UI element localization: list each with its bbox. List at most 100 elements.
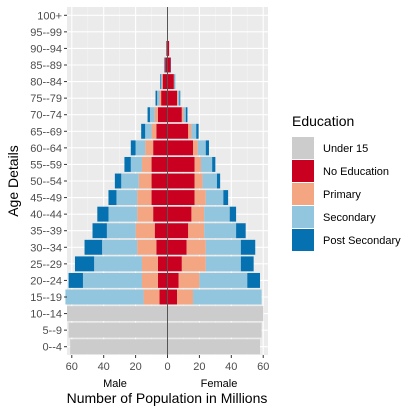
bar-segment xyxy=(151,123,157,139)
bar-segment xyxy=(167,90,178,106)
bar-segment xyxy=(151,156,168,172)
bar-segment xyxy=(108,190,117,206)
bar-segment xyxy=(167,289,178,305)
legend-label: No Education xyxy=(323,166,389,178)
bar-segment xyxy=(205,190,224,206)
y-tick-label: 95--99 xyxy=(30,27,62,39)
bar-segment xyxy=(167,140,194,156)
legend-key xyxy=(292,137,314,159)
bar-segment xyxy=(147,107,150,123)
bar-segment xyxy=(138,173,152,189)
y-tick-label: 45--49 xyxy=(30,193,62,205)
bar-segment xyxy=(154,107,158,123)
y-tick-label: 85--89 xyxy=(30,60,62,72)
bar-segment xyxy=(183,107,186,123)
bar-segment xyxy=(151,190,168,206)
x-tick-label: 0 xyxy=(164,361,170,373)
y-tick-label: 50--54 xyxy=(30,176,62,188)
bar-segment xyxy=(167,223,189,239)
female-side-label: Female xyxy=(201,378,238,390)
bar-segment xyxy=(223,190,229,206)
bar-segment xyxy=(162,74,168,90)
bar-segment xyxy=(236,223,246,239)
bar-segment xyxy=(178,272,200,288)
legend-key xyxy=(292,229,314,251)
bar-segment xyxy=(157,107,168,123)
bar-segment xyxy=(153,206,168,222)
bar-segment xyxy=(167,173,195,189)
bar-segment xyxy=(143,289,160,305)
y-tick-label: 10--14 xyxy=(30,309,62,321)
bar-segment xyxy=(108,206,138,222)
y-tick-label: 15--19 xyxy=(30,292,62,304)
bar-segment xyxy=(68,272,83,288)
bar-segment xyxy=(94,256,142,272)
bar-segment xyxy=(193,289,262,305)
bar-segment xyxy=(197,140,206,156)
bar-segment xyxy=(97,206,109,222)
y-tick-label: 60--64 xyxy=(30,143,62,155)
legend-label: Under 15 xyxy=(323,143,368,155)
y-tick-label: 0--4 xyxy=(42,342,62,354)
y-tick-label: 35--39 xyxy=(30,226,62,238)
bar-segment xyxy=(114,173,122,189)
legend-key xyxy=(292,183,314,205)
bar-segment xyxy=(247,272,261,288)
bar-segment xyxy=(204,223,237,239)
bar-segment xyxy=(204,206,230,222)
bar-segment xyxy=(84,239,103,255)
bar-segment xyxy=(199,272,248,288)
bar-segment xyxy=(202,173,217,189)
bar-segment xyxy=(161,90,168,106)
bar-segment xyxy=(130,156,142,172)
bar-segment xyxy=(188,123,192,139)
y-tick-label: 25--29 xyxy=(30,259,62,271)
legend-label: Post Secondary xyxy=(323,235,401,247)
bar-segment xyxy=(194,156,201,172)
x-tick-label: 40 xyxy=(98,361,110,373)
bar-segment xyxy=(157,256,168,272)
y-tick-label: 90--94 xyxy=(30,43,62,55)
bar-segment xyxy=(157,90,160,106)
bar-segment xyxy=(201,156,213,172)
male-side-label: Male xyxy=(103,378,127,390)
bar-segment xyxy=(74,256,95,272)
y-tick-label: 65--69 xyxy=(30,126,62,138)
bar-segment xyxy=(167,74,174,90)
bar-layer xyxy=(65,24,264,355)
bar-segment xyxy=(141,156,152,172)
bar-segment xyxy=(167,239,187,255)
legend-label: Secondary xyxy=(323,212,376,224)
bar-segment xyxy=(191,206,205,222)
bar-segment xyxy=(141,123,146,139)
bar-segment xyxy=(137,239,157,255)
bar-segment xyxy=(156,123,168,139)
bar-segment xyxy=(124,156,131,172)
bar-segment xyxy=(167,40,170,56)
bar-segment xyxy=(229,206,237,222)
bar-segment xyxy=(137,190,152,206)
bar-segment xyxy=(161,74,163,90)
bar-segment xyxy=(166,40,168,56)
bar-segment xyxy=(177,90,180,106)
bar-segment xyxy=(121,173,139,189)
bar-segment xyxy=(205,256,241,272)
y-tick-label: 20--24 xyxy=(30,275,62,287)
bar-segment xyxy=(145,140,154,156)
bar-segment xyxy=(194,173,203,189)
bar-segment xyxy=(70,339,168,355)
bar-segment xyxy=(177,289,194,305)
y-tick-label: 75--79 xyxy=(30,93,62,105)
bar-segment xyxy=(167,206,192,222)
bar-segment xyxy=(154,223,168,239)
bar-segment xyxy=(67,306,168,322)
bar-segment xyxy=(135,140,146,156)
bar-segment xyxy=(185,107,188,123)
x-axis-title: Number of Population in Millions xyxy=(67,390,268,406)
bar-segment xyxy=(167,339,261,355)
bar-segment xyxy=(167,57,171,73)
bar-segment xyxy=(181,256,206,272)
bar-segment xyxy=(102,239,138,255)
bar-segment xyxy=(92,223,107,239)
